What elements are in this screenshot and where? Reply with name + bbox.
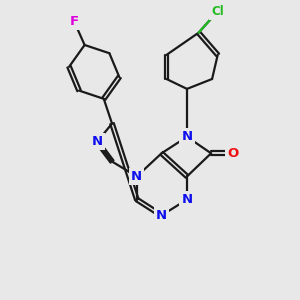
Text: N: N [156,209,167,222]
Text: O: O [227,147,238,160]
Text: N: N [182,130,193,143]
Text: N: N [182,193,193,206]
Text: F: F [70,15,79,28]
Text: N: N [131,170,142,183]
Text: N: N [92,135,103,148]
Text: Cl: Cl [211,5,224,18]
